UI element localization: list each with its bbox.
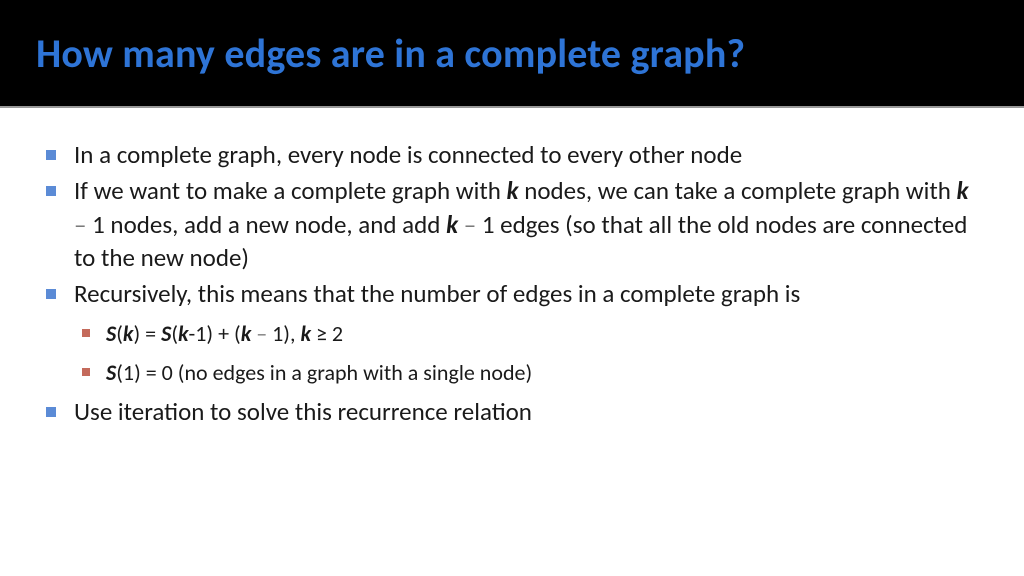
- variable-k: k: [956, 175, 968, 206]
- function-s: S: [161, 320, 171, 347]
- minus-sign: –: [458, 209, 482, 240]
- slide-title: How many edges are in a complete graph?: [36, 29, 745, 78]
- text-run: ) =: [133, 320, 161, 347]
- text-run: 1),: [272, 320, 300, 347]
- slide-body: In a complete graph, every node is conne…: [0, 108, 1024, 451]
- variable-k: k: [178, 320, 189, 347]
- list-item: Use iteration to solve this recurrence r…: [40, 395, 984, 429]
- function-s: S: [106, 320, 116, 347]
- sub-list-item: S(1) = 0 (no edges in a graph with a sin…: [74, 356, 984, 389]
- sub-bullet-list: S(k) = S(k-1) + (k – 1), k ≥ 2S(1) = 0 (…: [74, 317, 984, 389]
- text-run: (: [116, 320, 123, 347]
- text-run: 1 nodes, add a new node, and add: [92, 209, 446, 240]
- sub-list-item: S(k) = S(k-1) + (k – 1), k ≥ 2: [74, 317, 984, 350]
- variable-k: k: [123, 320, 134, 347]
- text-run: (: [171, 320, 178, 347]
- variable-k: k: [300, 320, 311, 347]
- minus-sign: –: [251, 320, 272, 347]
- variable-k: k: [241, 320, 252, 347]
- text-run: (1) = 0 (no edges in a graph with a sing…: [116, 359, 532, 386]
- text-run: Use iteration to solve this recurrence r…: [74, 396, 532, 427]
- text-run: nodes, we can take a complete graph with: [519, 175, 957, 206]
- text-run: If we want to make a complete graph with: [74, 175, 507, 206]
- slide-header: How many edges are in a complete graph?: [0, 0, 1024, 108]
- text-run: In a complete graph, every node is conne…: [74, 139, 742, 170]
- function-s: S: [106, 359, 116, 386]
- minus-sign: –: [74, 209, 92, 240]
- list-item: If we want to make a complete graph with…: [40, 174, 984, 275]
- text-run: Recursively, this means that the number …: [74, 278, 800, 309]
- text-run: -1) + (: [189, 320, 241, 347]
- variable-k: k: [446, 209, 458, 240]
- text-run: ≥ 2: [311, 320, 343, 347]
- list-item: Recursively, this means that the number …: [40, 277, 984, 389]
- variable-k: k: [507, 175, 519, 206]
- bullet-list: In a complete graph, every node is conne…: [40, 138, 984, 429]
- list-item: In a complete graph, every node is conne…: [40, 138, 984, 172]
